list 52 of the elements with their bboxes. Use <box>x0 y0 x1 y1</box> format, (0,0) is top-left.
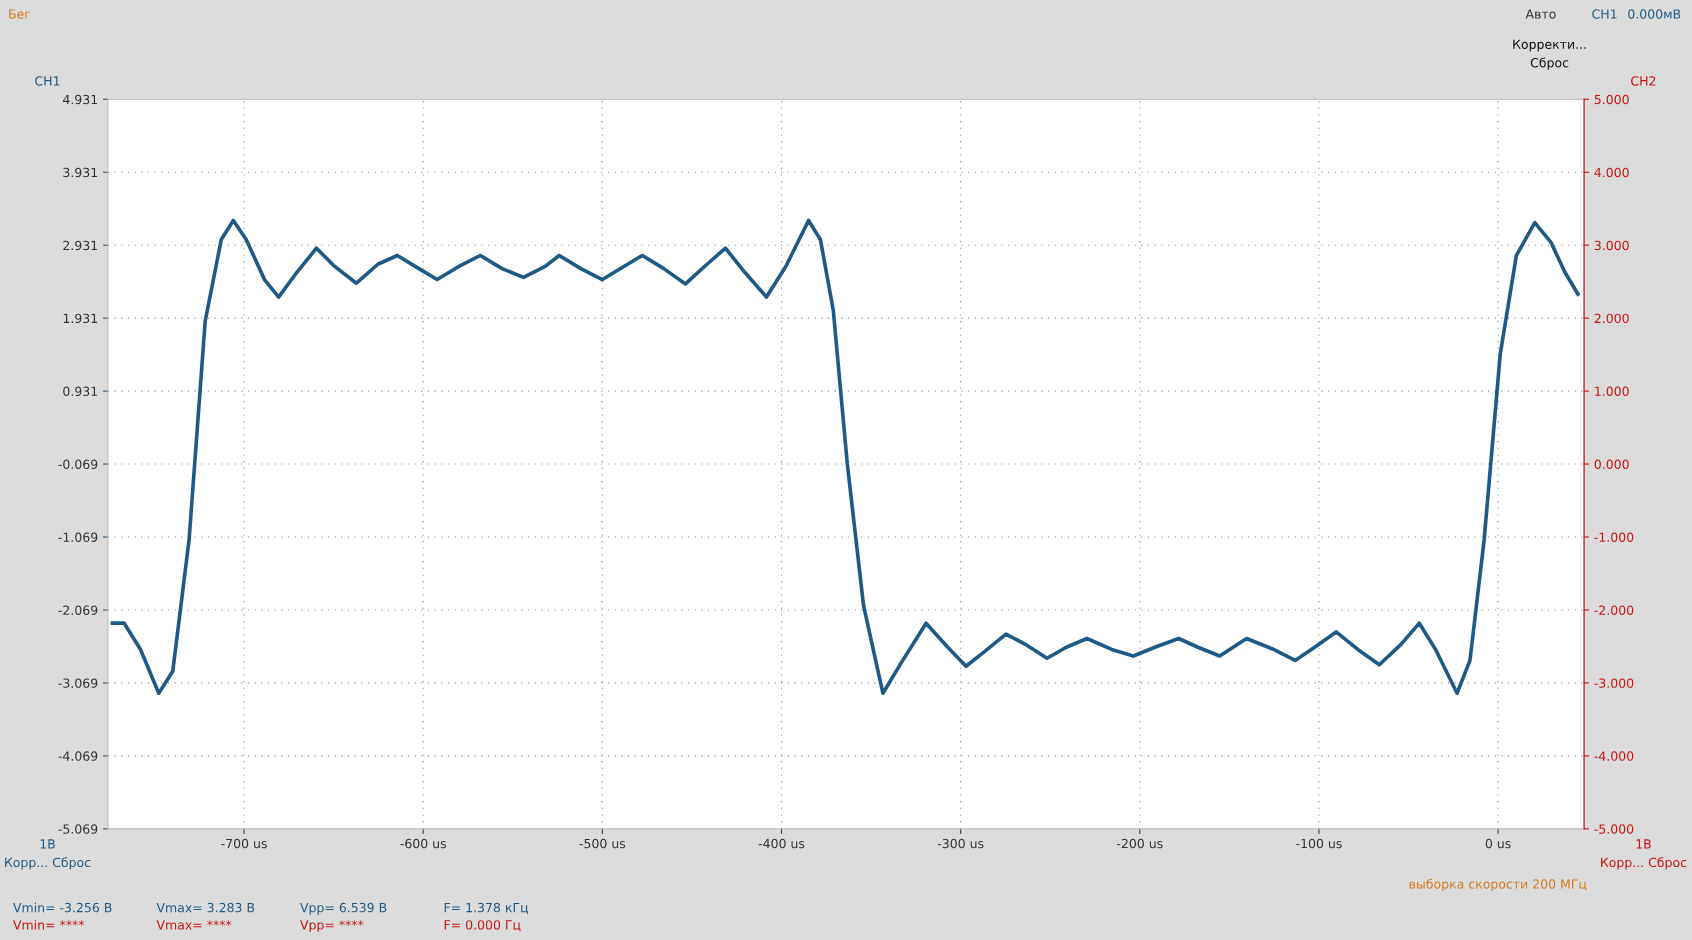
y-tick-label: 3.931 <box>63 167 98 178</box>
x-tick-label: -100 us <box>1296 838 1342 849</box>
text: F= 1.378 кГц <box>444 902 529 914</box>
y-tick-label: -5.069 <box>58 824 98 834</box>
text: Vpp= **** <box>300 920 364 933</box>
x-tick-label: 0 us <box>1485 838 1511 849</box>
x-tick-label: -700 us <box>221 838 267 849</box>
text: Авто <box>1525 9 1556 19</box>
line-series <box>110 218 1580 696</box>
y-tick-label: 2.931 <box>63 240 98 251</box>
y2-tick-label: 2.000 <box>1594 313 1629 324</box>
x-tick-label: -600 us <box>400 838 446 849</box>
text: Vmax= **** <box>156 920 232 930</box>
text: Vmax= 3.283 В <box>156 902 255 913</box>
y-tick-label: -2.069 <box>58 605 98 615</box>
text: 0.000мВ <box>1628 9 1681 19</box>
text: Корр... Сброс <box>5 857 91 870</box>
y-tick-label: -4.069 <box>58 751 98 761</box>
text: 1В <box>40 839 55 849</box>
text: Vmin= -3.256 В <box>13 902 112 913</box>
text: CH1 <box>35 76 60 86</box>
x-tick-label: -400 us <box>758 838 805 849</box>
y2-tick-label: 4.000 <box>1594 167 1629 178</box>
y-tick-label: -3.069 <box>58 678 98 688</box>
y2-tick-label: -3.000 <box>1594 678 1634 688</box>
y2-tick-label: -4.000 <box>1594 751 1634 761</box>
text: Vmin= **** <box>13 919 85 930</box>
y2-tick-label: -1.000 <box>1594 532 1634 542</box>
y-tick-label: -1.069 <box>58 532 98 542</box>
text: Vpp= 6.539 В <box>300 902 387 915</box>
text: Сброс <box>1530 57 1569 70</box>
x-tick-label: -200 us <box>1117 838 1163 849</box>
text: CH2 <box>1631 76 1656 86</box>
y-tick-label: 4.931 <box>63 94 98 105</box>
y2-tick-label: 3.000 <box>1594 240 1629 251</box>
y2-tick-label: 0.000 <box>1594 459 1629 469</box>
y-tick-label: 1.931 <box>63 313 98 324</box>
y2-tick-label: 1.000 <box>1595 386 1629 397</box>
text: Бег <box>9 9 31 19</box>
text: Корректи... <box>1513 39 1586 52</box>
x-tick-label: -500 us <box>579 838 626 849</box>
y2-tick-label: 5.000 <box>1594 94 1629 105</box>
x-tick-label: -300 us <box>937 838 984 849</box>
text: выборка скорости 200 МГц <box>1409 878 1587 892</box>
text: F= 0.000 Гц <box>444 920 521 932</box>
y-tick-label: -0.069 <box>58 459 98 469</box>
y2-tick-label: -2.000 <box>1594 605 1634 615</box>
text: Корр... Сброс <box>1601 857 1687 870</box>
text: CH1 <box>1592 9 1617 19</box>
text: 1В <box>1636 839 1651 849</box>
y2-tick-label: -5.000 <box>1594 824 1634 834</box>
y-tick-label: 0.931 <box>63 386 98 397</box>
